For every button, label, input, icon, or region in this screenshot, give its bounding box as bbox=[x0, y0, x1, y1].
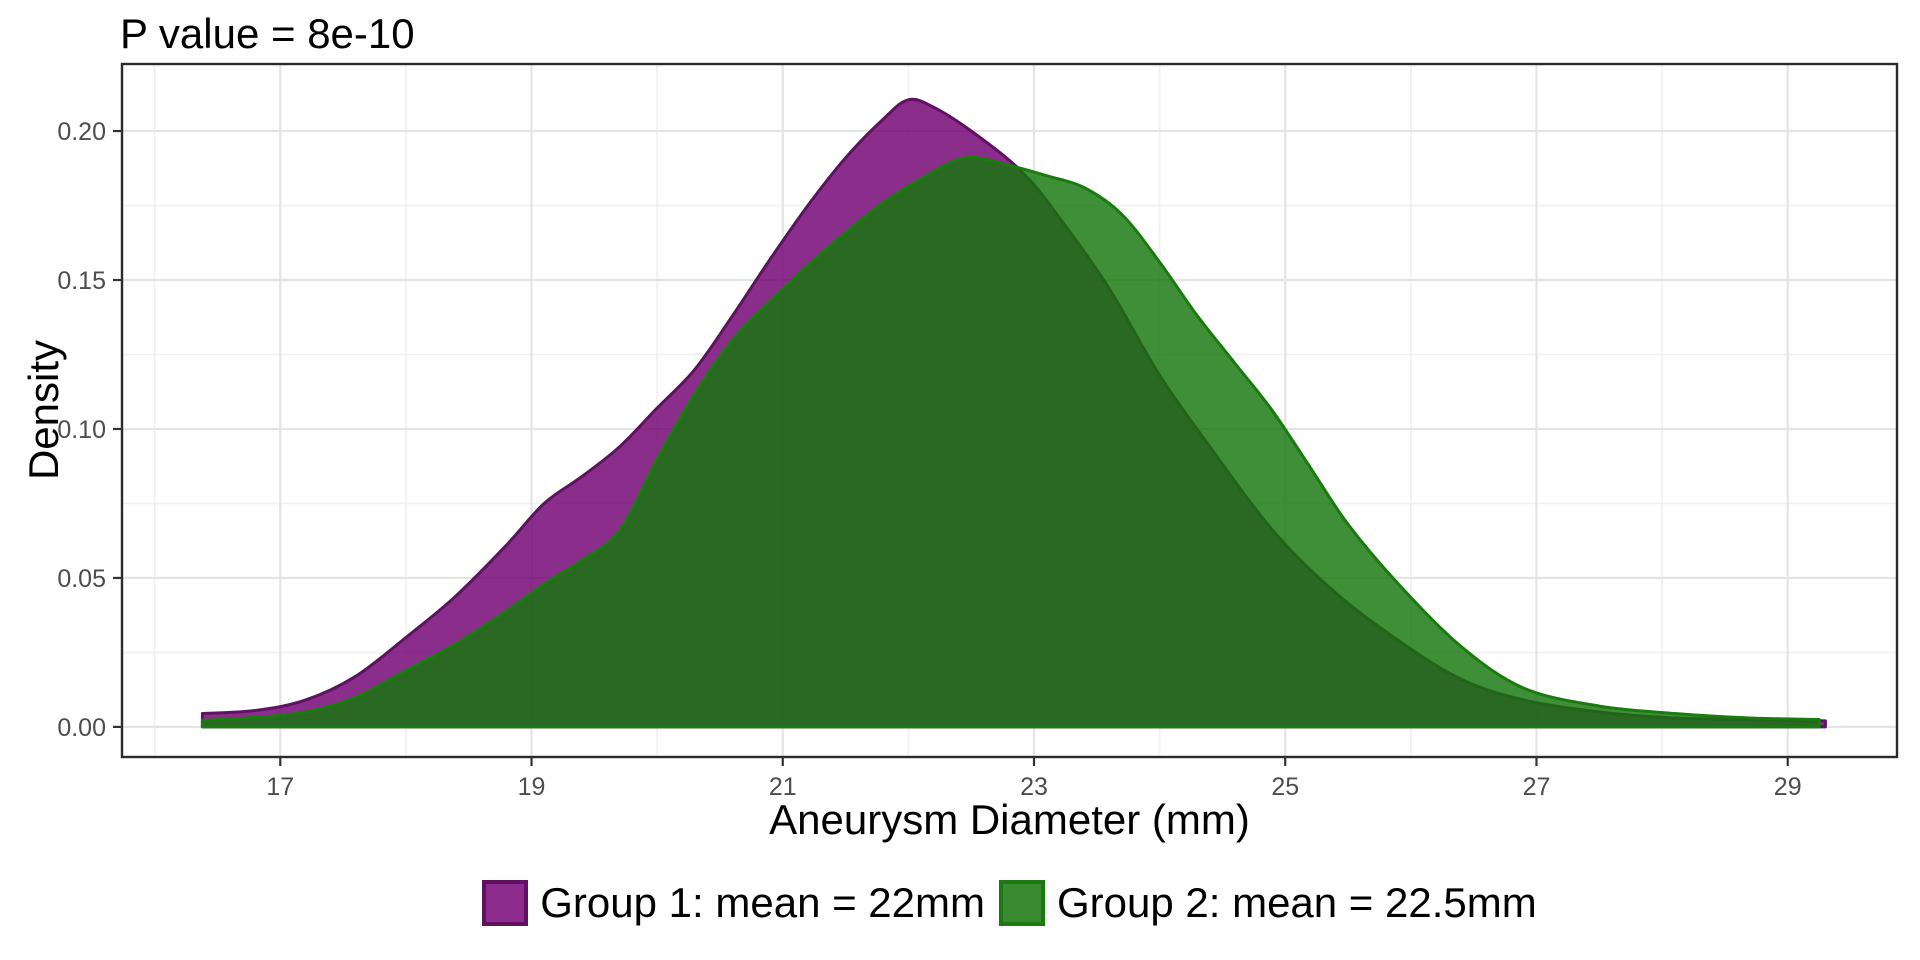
x-tick-label: 21 bbox=[769, 773, 797, 801]
x-tick-label: 17 bbox=[266, 773, 294, 801]
legend-item-group1: Group 1: mean = 22mm bbox=[482, 879, 985, 927]
legend-swatch-group1 bbox=[482, 880, 529, 926]
x-tick-label: 25 bbox=[1271, 773, 1299, 801]
legend-label-group1: Group 1: mean = 22mm bbox=[540, 879, 985, 926]
y-tick-label: 0.15 bbox=[57, 267, 106, 295]
x-tick-label: 23 bbox=[1020, 773, 1048, 801]
legend: Group 1: mean = 22mm Group 2: mean = 22.… bbox=[122, 879, 1897, 927]
chart-title: P value = 8e-10 bbox=[120, 10, 415, 57]
y-tick-label: 0.00 bbox=[57, 714, 106, 742]
x-axis-title: Aneurysm Diameter (mm) bbox=[769, 796, 1250, 843]
y-tick-label: 0.05 bbox=[57, 565, 106, 593]
density-area-group2 bbox=[200, 155, 1821, 729]
x-tick-label: 27 bbox=[1523, 773, 1551, 801]
y-tick-label: 0.20 bbox=[57, 118, 106, 146]
y-tick-label: 0.10 bbox=[57, 416, 106, 444]
legend-swatch-group2 bbox=[998, 880, 1045, 926]
y-axis-title: Density bbox=[20, 339, 67, 481]
x-tick-label: 29 bbox=[1774, 773, 1802, 801]
x-tick-label: 19 bbox=[518, 773, 546, 801]
panel-border bbox=[120, 62, 1899, 759]
legend-item-group2: Group 2: mean = 22.5mm bbox=[998, 879, 1537, 927]
legend-label-group2: Group 2: mean = 22.5mm bbox=[1056, 879, 1537, 926]
